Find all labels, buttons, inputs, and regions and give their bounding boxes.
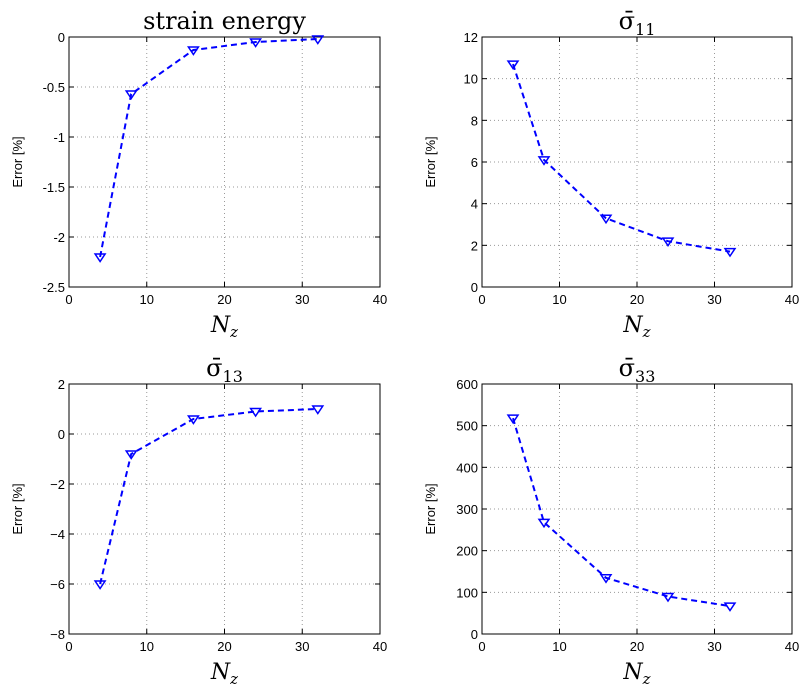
- data-point-marker: [249, 38, 263, 48]
- series-line: [99, 408, 318, 585]
- x-tick-label: 30: [295, 292, 309, 307]
- y-tick-label: 0: [58, 427, 65, 442]
- y-tick-label: −6: [50, 577, 65, 592]
- y-tick-label: 200: [456, 544, 478, 559]
- y-tick-label: 0: [58, 30, 65, 45]
- x-tick-label: 20: [217, 292, 231, 307]
- axes-frame: [68, 383, 381, 635]
- data-point-marker: [93, 580, 107, 590]
- x-tick-label: 40: [373, 292, 387, 307]
- chart-title: strain energy: [143, 7, 306, 35]
- x-tick-label: 30: [295, 639, 309, 654]
- series-line: [512, 63, 731, 253]
- x-tick-label: 10: [140, 292, 154, 307]
- y-tick-label: 0: [471, 280, 478, 295]
- series-line: [99, 38, 318, 258]
- data-point-marker: [723, 247, 737, 258]
- y-tick-label: 2: [58, 377, 65, 392]
- y-axis-label: Error [%]: [423, 483, 438, 534]
- y-tick-label: -0.5: [43, 80, 65, 95]
- x-axis-label: Nz: [622, 660, 650, 688]
- data-point-marker: [599, 214, 613, 225]
- y-tick-label: −2: [50, 477, 65, 492]
- y-tick-label: 300: [456, 502, 478, 517]
- x-tick-label: 0: [65, 292, 72, 307]
- x-tick-label: 40: [785, 292, 799, 307]
- x-tick-label: 40: [373, 639, 387, 654]
- y-tick-label: 6: [471, 155, 478, 170]
- y-tick-label: -2: [53, 230, 65, 245]
- y-tick-label: 100: [456, 585, 478, 600]
- y-tick-label: 12: [464, 30, 478, 45]
- y-tick-label: 4: [471, 197, 478, 212]
- data-point-marker: [186, 415, 200, 425]
- y-tick-label: 10: [464, 72, 478, 87]
- data-point-marker: [249, 407, 263, 418]
- data-point-marker: [506, 414, 520, 425]
- data-point-marker: [661, 592, 675, 603]
- data-point-marker: [537, 518, 551, 529]
- chart-panel-2: 0 10 20 30 40 0 2 4 6 8 10 12 σ̄11 Nz Error [%]: [423, 7, 799, 341]
- chart-title: σ̄11: [619, 7, 656, 39]
- data-point-marker: [124, 90, 138, 100]
- data-point-marker: [537, 156, 551, 166]
- data-point-marker: [124, 450, 138, 460]
- x-tick-label: 30: [707, 639, 721, 654]
- x-tick-label: 0: [478, 639, 485, 654]
- y-tick-label: -1: [53, 130, 65, 145]
- data-point-marker: [186, 46, 200, 56]
- y-tick-label: 2: [471, 238, 478, 253]
- chart-panel-3: 0 10 20 30 40 −8 −6 −4 −2 0 2 σ̄13 Nz Error [%]: [10, 354, 387, 688]
- x-axis-label: Nz: [210, 660, 238, 688]
- x-tick-label: 0: [478, 292, 485, 307]
- x-tick-label: 20: [630, 639, 644, 654]
- axes-frame: [68, 36, 381, 288]
- x-axis-label: Nz: [210, 313, 238, 341]
- y-tick-label: 400: [456, 460, 478, 475]
- y-tick-label: -1.5: [43, 180, 65, 195]
- axes-frame: [481, 383, 793, 635]
- y-tick-label: −4: [50, 527, 65, 542]
- chart-panel-4: 0 10 20 30 400100200300400500600σ̄33NzError …: [423, 354, 799, 688]
- y-tick-label: −8: [50, 627, 65, 642]
- data-point-marker: [723, 602, 737, 612]
- y-tick-label: 600: [456, 377, 478, 392]
- x-tick-label: 10: [552, 639, 566, 654]
- data-point-marker: [599, 574, 613, 584]
- chart-panel-1: 0 10 20 30 40 -2.5 -2 -1.5 -1 -0.5 0 strain energy N…: [10, 7, 387, 341]
- x-tick-label: 20: [630, 292, 644, 307]
- y-axis-label: Error [%]: [423, 136, 438, 187]
- y-tick-label: 500: [456, 419, 478, 434]
- data-point-marker: [311, 35, 325, 45]
- data-point-marker: [311, 405, 325, 415]
- y-tick-label: 0: [471, 627, 478, 642]
- x-axis-label: Nz: [622, 313, 650, 341]
- y-axis-label: Error [%]: [10, 136, 25, 187]
- x-tick-label: 10: [140, 639, 154, 654]
- chart-title: σ̄13: [206, 354, 243, 386]
- series-line: [512, 417, 731, 608]
- y-axis-label: Error [%]: [10, 483, 25, 534]
- y-tick-label: 8: [471, 113, 478, 128]
- x-tick-label: 20: [217, 639, 231, 654]
- x-tick-label: 30: [707, 292, 721, 307]
- y-tick-label: -2.5: [43, 280, 65, 295]
- data-point-marker: [93, 253, 107, 263]
- data-point-marker: [506, 60, 520, 70]
- chart-title: σ̄33: [619, 354, 656, 386]
- x-tick-label: 10: [552, 292, 566, 307]
- data-point-marker: [661, 237, 675, 248]
- axes-frame: [481, 36, 793, 288]
- x-tick-label: 0: [65, 639, 72, 654]
- x-tick-label: 40: [785, 639, 799, 654]
